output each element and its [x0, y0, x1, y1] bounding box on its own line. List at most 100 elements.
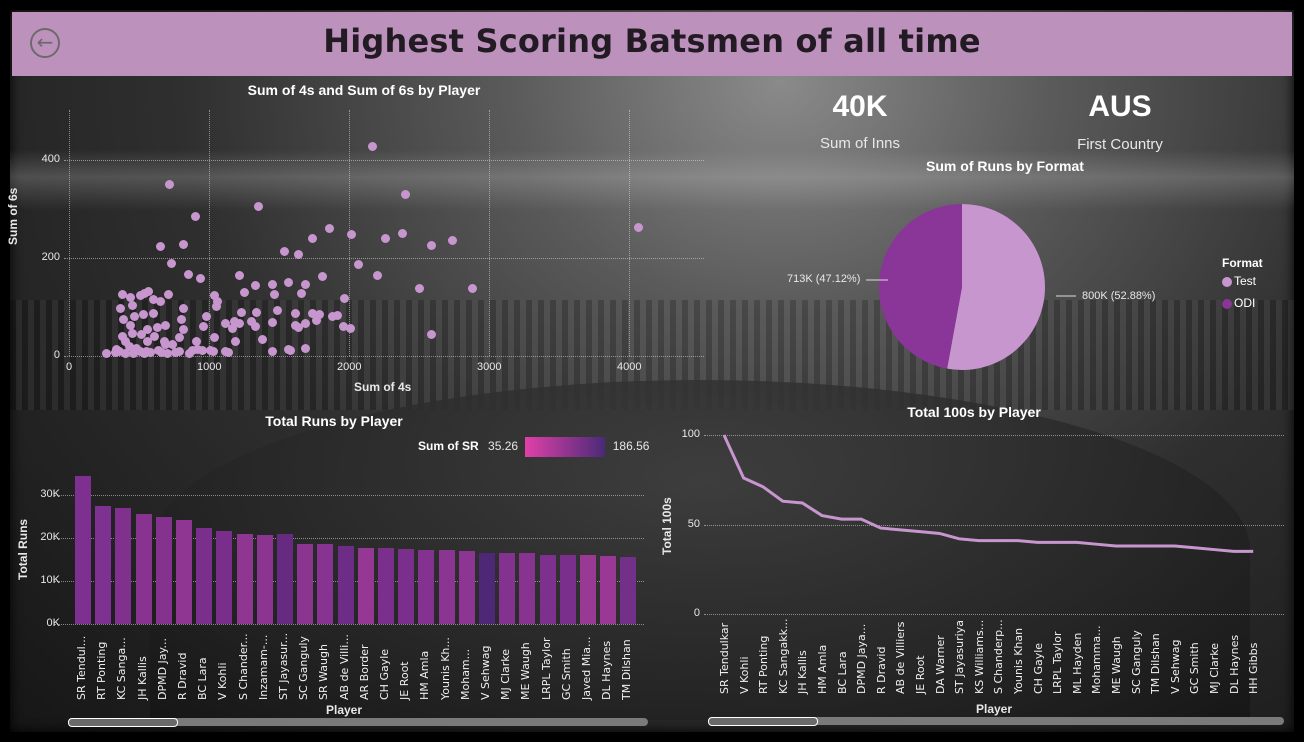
- scatter-point[interactable]: [467, 283, 477, 293]
- scatter-point[interactable]: [250, 280, 260, 290]
- bar-21[interactable]: [499, 553, 516, 624]
- scatter-point[interactable]: [236, 308, 246, 318]
- scatter-point[interactable]: [324, 223, 334, 233]
- scatter-point[interactable]: [372, 271, 382, 281]
- bar-17[interactable]: [418, 550, 435, 624]
- scatter-point[interactable]: [179, 239, 189, 249]
- scatter-point[interactable]: [308, 309, 318, 319]
- back-arrow-icon[interactable]: ←: [30, 28, 60, 58]
- scatter-point[interactable]: [183, 270, 193, 280]
- bar-7[interactable]: [216, 530, 233, 624]
- bar-20[interactable]: [479, 552, 495, 624]
- scatter-point[interactable]: [317, 272, 327, 282]
- bar-18[interactable]: [438, 550, 455, 624]
- scatter-point[interactable]: [231, 336, 241, 346]
- scatter-point[interactable]: [196, 274, 206, 284]
- scatter-point[interactable]: [345, 324, 355, 334]
- scatter-point[interactable]: [333, 311, 343, 321]
- scatter-point[interactable]: [327, 312, 337, 322]
- bar-chart-scrollbar[interactable]: [68, 718, 648, 727]
- scatter-point[interactable]: [267, 279, 277, 289]
- scatter-point[interactable]: [273, 306, 283, 316]
- bar-19[interactable]: [458, 550, 475, 624]
- bar-10[interactable]: [277, 534, 293, 624]
- scatter-point[interactable]: [168, 339, 178, 349]
- scatter-point[interactable]: [127, 328, 137, 338]
- scatter-point[interactable]: [229, 317, 239, 327]
- scatter-point[interactable]: [308, 233, 318, 243]
- scatter-point[interactable]: [149, 331, 159, 341]
- scatter-point[interactable]: [142, 325, 152, 335]
- scatter-point[interactable]: [117, 289, 127, 299]
- scatter-point[interactable]: [380, 233, 390, 243]
- scatter-point[interactable]: [340, 293, 350, 303]
- scatter-point[interactable]: [400, 189, 410, 199]
- scatter-point[interactable]: [155, 242, 165, 252]
- scatter-point[interactable]: [161, 339, 171, 349]
- scatter-point[interactable]: [291, 309, 301, 319]
- scatter-point[interactable]: [140, 348, 150, 358]
- scatter-point[interactable]: [102, 348, 112, 358]
- scatter-point[interactable]: [354, 260, 364, 270]
- scatter-point[interactable]: [235, 271, 245, 281]
- scatter-point[interactable]: [120, 336, 130, 346]
- bar-25[interactable]: [580, 555, 596, 624]
- scatter-point[interactable]: [285, 345, 295, 355]
- scatter-point[interactable]: [224, 347, 234, 357]
- scatter-point[interactable]: [117, 331, 127, 341]
- scatter-point[interactable]: [338, 322, 348, 332]
- scatter-point[interactable]: [144, 286, 154, 296]
- scatter-point[interactable]: [267, 318, 277, 328]
- scatter-point[interactable]: [280, 247, 290, 257]
- scatter-point[interactable]: [210, 290, 220, 300]
- bar-6[interactable]: [196, 527, 213, 624]
- legend-item-odi[interactable]: ODI: [1222, 296, 1263, 310]
- scatter-point[interactable]: [175, 346, 185, 356]
- scatter-point[interactable]: [190, 212, 200, 222]
- bar-9[interactable]: [256, 535, 273, 624]
- scatter-point[interactable]: [427, 330, 437, 340]
- scatter-point[interactable]: [208, 346, 218, 356]
- scatter-point[interactable]: [114, 346, 124, 356]
- scatter-point[interactable]: [397, 228, 407, 238]
- scatter-point[interactable]: [634, 223, 644, 233]
- scatter-point[interactable]: [252, 308, 262, 318]
- scatter-point[interactable]: [212, 296, 222, 306]
- bar-13[interactable]: [337, 545, 354, 624]
- bar-2[interactable]: [115, 507, 132, 624]
- scatter-point[interactable]: [301, 279, 311, 289]
- bar-8[interactable]: [236, 534, 253, 624]
- bar-24[interactable]: [559, 555, 576, 624]
- scatter-point[interactable]: [197, 345, 207, 355]
- scatter-point[interactable]: [414, 284, 424, 294]
- bar-11[interactable]: [297, 544, 314, 624]
- scatter-point[interactable]: [163, 289, 173, 299]
- bar-14[interactable]: [357, 547, 374, 624]
- scatter-point[interactable]: [126, 321, 136, 331]
- scatter-point[interactable]: [124, 341, 134, 351]
- scatter-point[interactable]: [148, 309, 158, 319]
- scatter-point[interactable]: [156, 347, 166, 357]
- scatter-point[interactable]: [211, 301, 221, 311]
- bar-1[interactable]: [95, 505, 112, 624]
- bar-12[interactable]: [317, 544, 334, 624]
- pie-chart[interactable]: Sum of Runs by Format 713K (47.12%) 800K…: [780, 150, 1300, 390]
- scatter-point[interactable]: [448, 236, 458, 246]
- scatter-point[interactable]: [253, 201, 263, 211]
- bar-scroll-thumb[interactable]: [68, 718, 178, 727]
- line-scroll-thumb[interactable]: [708, 717, 818, 726]
- bar-4[interactable]: [155, 516, 172, 624]
- scatter-point[interactable]: [427, 240, 437, 250]
- scatter-point[interactable]: [235, 318, 245, 328]
- scatter-point[interactable]: [239, 287, 249, 297]
- scatter-point[interactable]: [270, 289, 280, 299]
- scatter-point[interactable]: [137, 329, 147, 339]
- scatter-point[interactable]: [155, 296, 165, 306]
- scatter-point[interactable]: [161, 321, 171, 331]
- scatter-point[interactable]: [198, 322, 208, 332]
- scatter-point[interactable]: [142, 336, 152, 346]
- scatter-point[interactable]: [119, 315, 129, 325]
- bar-chart[interactable]: Total Runs by Player Sum of SR 35.26 186…: [14, 405, 664, 727]
- bar-0[interactable]: [75, 476, 91, 624]
- scatter-point[interactable]: [148, 295, 158, 305]
